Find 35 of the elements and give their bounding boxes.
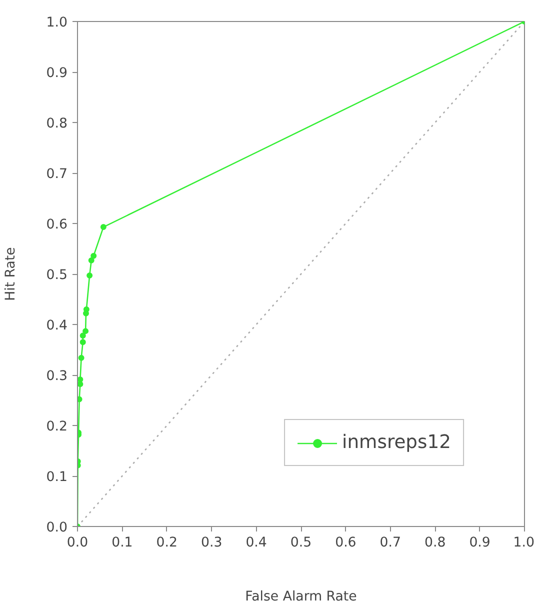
- point: [100, 224, 106, 230]
- y-tick-label: 0.1: [46, 470, 68, 485]
- x-tick-label: 0.6: [335, 536, 356, 550]
- x-axis-title: False Alarm Rate: [245, 590, 357, 604]
- y-tick-label: 0.0: [46, 520, 68, 536]
- legend-label: inmsreps12: [342, 432, 451, 453]
- point: [88, 257, 94, 264]
- x-tick-label: 0.2: [156, 536, 178, 550]
- point: [78, 354, 84, 361]
- x-tick-label: 0.1: [112, 536, 133, 550]
- y-tick-label: 0.3: [46, 369, 68, 384]
- x-tick-label: 0.3: [201, 536, 222, 550]
- point: [83, 306, 90, 312]
- y-axis-title: Hit Rate: [3, 247, 18, 301]
- x-tick-label: 0.5: [290, 536, 312, 550]
- point: [80, 339, 86, 346]
- x-tick-label: 0.0: [66, 536, 88, 550]
- y-tick-label: 0.6: [46, 218, 68, 232]
- point: [80, 332, 86, 339]
- y-tick-label: 1.0: [46, 16, 68, 30]
- y-tick-label: 0.9: [46, 66, 68, 81]
- x-tick-label: 0.9: [469, 536, 490, 550]
- y-tick-label: 0.2: [46, 420, 68, 434]
- point: [86, 272, 93, 279]
- y-tick-label: 0.7: [46, 167, 68, 182]
- point: [78, 396, 82, 402]
- point: [82, 328, 89, 334]
- point: [90, 252, 97, 259]
- y-tick-label: 0.8: [46, 116, 68, 132]
- y-tick-label: 0.5: [46, 268, 68, 283]
- x-tick-label: 0.8: [424, 536, 446, 550]
- x-tick-label: 0.4: [246, 536, 267, 550]
- y-tick-label: 0.4: [46, 318, 68, 334]
- x-tick-label: 1.0: [513, 536, 534, 550]
- x-tick-label: 0.7: [380, 536, 402, 550]
